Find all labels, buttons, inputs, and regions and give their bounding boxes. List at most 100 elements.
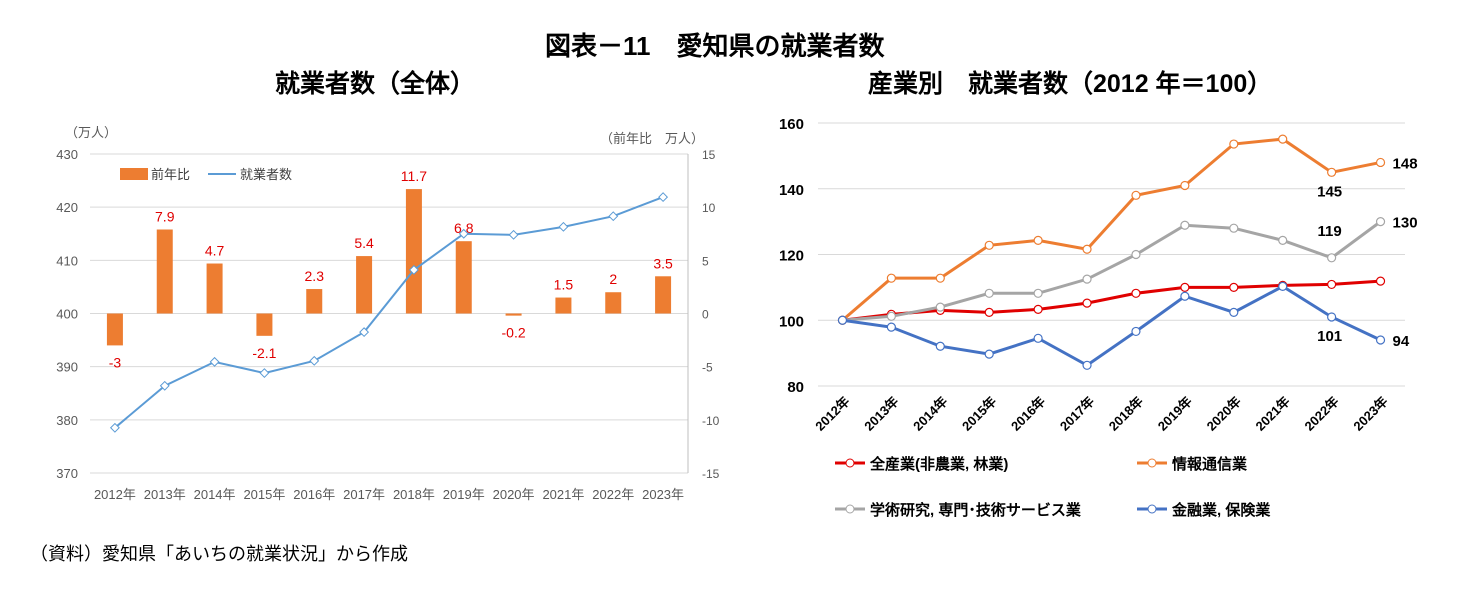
right-tick-label: -5 [702,361,713,375]
series-point [1327,253,1337,263]
x-tick-label: 2019年 [1155,394,1195,434]
bar-data-label: 1.5 [554,277,574,293]
left-chart-title: 就業者数（全体） [275,70,476,98]
series-point [1375,217,1386,227]
x-tick-label: 2022年 [1301,394,1341,434]
line-point [209,356,220,367]
line-point [359,327,370,338]
bar-data-label: -2.1 [252,345,276,361]
series-point [1229,282,1239,292]
series-point [1229,307,1239,317]
legend-marker [845,458,855,468]
line-point [408,264,419,275]
legend-label: 金融業, 保険業 [1171,501,1271,519]
left-tick-label: 430 [56,147,78,162]
series-point [1033,235,1043,245]
bar [206,263,223,314]
legend-bar-swatch [120,168,148,180]
series-point [1033,288,1043,298]
series-point [1033,304,1043,315]
x-tick-label: 2023年 [642,487,684,502]
data-label: 130 [1393,215,1418,232]
data-label: 145 [1317,183,1342,200]
right-tick-label: 0 [702,308,709,322]
x-tick-label: 2021年 [1253,394,1293,434]
series-point [1327,312,1337,322]
series-point [935,273,945,283]
y-tick-label: 120 [779,248,804,265]
legend-label: 情報通信業 [1172,455,1248,473]
x-tick-label: 2021年 [542,487,584,502]
series-line [842,284,1382,368]
left-tick-label: 410 [56,253,78,268]
bar-data-label: -3 [109,354,122,370]
series-line [842,220,1382,322]
right-tick-label: 10 [702,201,716,215]
bar-data-label: 2.3 [305,268,325,284]
x-tick-label: 2012年 [812,394,852,434]
bar [106,313,123,346]
legend-marker [1147,458,1157,468]
legend-label: 全産業(非農業, 林業) [869,455,1008,473]
series-point [984,288,994,298]
series-point [1278,134,1288,144]
y-tick-label: 140 [779,182,804,199]
legend-marker [1147,504,1157,514]
series-point [1131,288,1141,298]
x-tick-label: 2016年 [1008,394,1048,434]
series-point [886,311,896,321]
series-point [1327,279,1337,290]
x-tick-label: 2014年 [910,394,950,434]
bar [655,276,672,314]
series-point [1131,326,1141,337]
x-tick-label: 2017年 [343,487,385,502]
series-point [1082,360,1092,370]
right-axis-unit: （前年比 万人） [600,131,704,146]
series-point [837,315,848,325]
x-tick-label: 2012年 [94,487,136,502]
series-point [1327,167,1337,177]
right-tick-label: 5 [702,254,709,268]
series-point [886,273,896,283]
series-line [842,279,1381,322]
series-point [1229,139,1239,149]
series-point [1131,190,1141,200]
y-tick-label: 100 [779,313,804,330]
series-point [1229,223,1239,233]
series-point [1082,274,1092,284]
bar [455,241,472,314]
y-tick-label: 80 [787,379,804,396]
bar-data-label: 2 [609,271,617,287]
legend-line-label: 就業者数 [240,167,292,182]
series-point [1278,235,1288,245]
series-point [1375,157,1386,168]
bar-data-label: -0.2 [502,325,526,341]
series-point [886,322,896,332]
line-point [458,228,469,239]
series-point [1082,298,1092,308]
bar-data-label: 4.7 [205,243,225,259]
series-point [1180,291,1190,301]
right-tick-label: -15 [702,467,720,481]
series-line [841,137,1381,322]
data-label: 101 [1317,328,1342,345]
x-tick-label: 2020年 [493,487,535,502]
x-tick-label: 2014年 [194,487,236,502]
right-tick-label: 15 [702,148,716,162]
bar [605,292,622,314]
left-tick-label: 380 [56,413,78,428]
series-point [1082,244,1092,254]
data-label: 119 [1318,223,1342,240]
x-tick-label: 2019年 [443,487,485,502]
x-tick-label: 2015年 [243,487,285,502]
left-axis-unit: （万人） [65,125,117,140]
x-tick-label: 2013年 [861,394,901,434]
bar [555,297,572,314]
x-tick-label: 2015年 [959,394,999,434]
bar [405,189,422,314]
series-point [1375,276,1386,286]
line-point [558,221,569,232]
bar-data-label: 3.5 [653,255,673,271]
line-series [114,196,664,429]
